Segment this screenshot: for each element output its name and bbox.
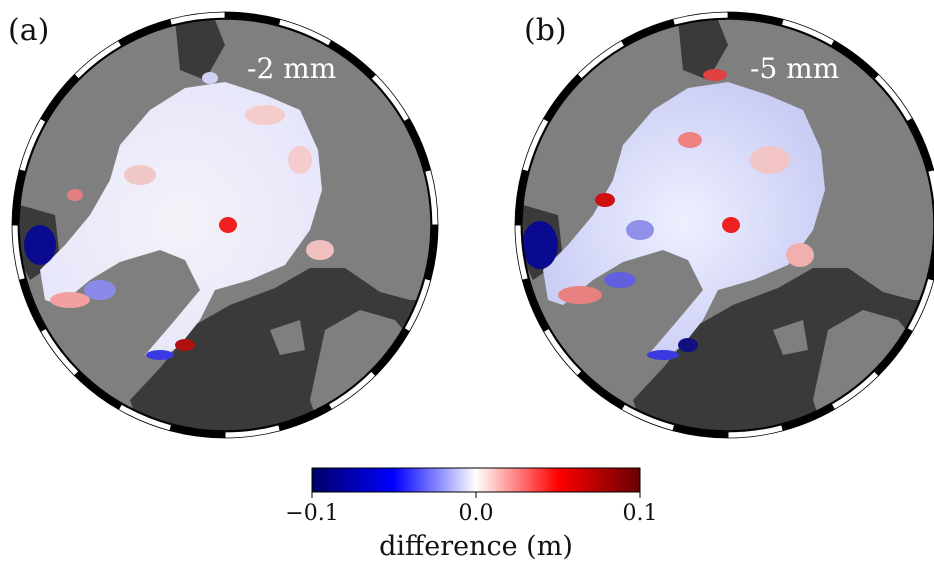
- panel-label: (a): [8, 13, 49, 48]
- map-panel-a: (a) -2 mm: [8, 11, 439, 439]
- anomaly-patch: [703, 69, 727, 81]
- colorbar-gradient: [311, 467, 641, 493]
- colorbar-tick-label: −0.1: [285, 501, 338, 526]
- panel-annotation: -5 mm: [750, 52, 839, 85]
- frame-segment: [927, 169, 934, 211]
- anomaly-patch: [202, 72, 218, 84]
- map-boundary: [18, 18, 432, 432]
- land-area: [270, 320, 305, 355]
- map-panel-b: (b) -5 mm: [514, 11, 934, 439]
- anomaly-patch: [146, 350, 174, 360]
- anomaly-patch: [84, 280, 116, 300]
- colorbar-tick-label: 0.0: [459, 501, 494, 526]
- colorbar: −0.1 0.0 0.1 difference (m): [285, 467, 658, 562]
- frame-segment: [169, 11, 226, 26]
- map-frame-ring: [11, 11, 439, 439]
- panel-annotation: -2 mm: [247, 52, 336, 85]
- land-area: [773, 320, 808, 355]
- panel-label: (b): [524, 13, 567, 48]
- anomaly-patch: [24, 225, 56, 265]
- colorbar-title: difference (m): [379, 531, 573, 562]
- anomaly-patch: [50, 292, 90, 308]
- map-frame-ring: [514, 11, 934, 439]
- sea-ice-area: [40, 82, 322, 360]
- anomaly-patch: [604, 272, 636, 288]
- anomaly-patch: [722, 217, 740, 233]
- colorbar-tick-label: 0.1: [623, 501, 658, 526]
- anomaly-patch: [219, 217, 237, 233]
- anomaly-patch: [678, 132, 702, 148]
- anomaly-patch: [786, 243, 814, 267]
- anomaly-patch: [626, 220, 654, 240]
- land-area: [310, 310, 431, 431]
- frame-segment: [672, 11, 729, 26]
- land-area: [573, 245, 708, 355]
- land-area: [813, 310, 934, 431]
- anomaly-patch: [306, 240, 334, 260]
- land-area: [70, 245, 205, 355]
- anomaly-patch: [124, 165, 156, 185]
- anomaly-patch: [750, 146, 790, 174]
- map-boundary: [521, 18, 934, 432]
- anomaly-patch: [175, 339, 195, 351]
- anomaly-patch: [67, 189, 83, 201]
- ocean-area: [678, 20, 728, 80]
- anomaly-patch: [678, 338, 698, 352]
- anomaly-patch: [558, 286, 602, 304]
- anomaly-patch: [595, 193, 615, 207]
- ocean-area: [175, 20, 225, 80]
- anomaly-patch: [245, 105, 285, 125]
- anomaly-patch: [647, 350, 679, 360]
- anomaly-patch: [522, 221, 558, 269]
- anomaly-patch: [288, 146, 312, 174]
